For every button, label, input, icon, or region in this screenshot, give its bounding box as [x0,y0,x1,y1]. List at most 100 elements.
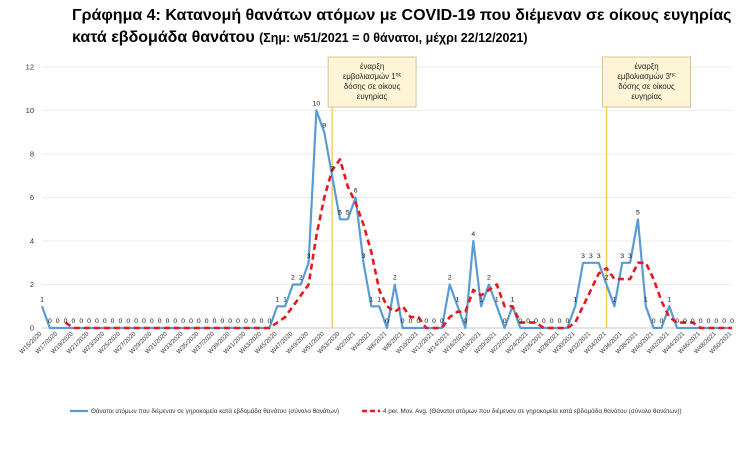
annotation-text-line: ευγηρίας [357,92,388,101]
data-label: 0 [142,318,146,325]
annotation-superscript: ης [396,72,402,78]
data-label: 2 [393,275,397,282]
y-tick-label: 10 [26,106,34,115]
data-labels: 10 0 0 0 0 0 0 0 0 0 0 0 0 0 0 0 0 0 0 0 0 0 0 0 0 0 0 0 01 12 2310975… [40,101,734,326]
data-label: 1 [644,296,648,303]
data-label: 1 [573,296,577,303]
data-label: 10 [313,101,321,108]
data-label: 1 [479,296,483,303]
data-label: 0 [691,318,695,325]
annotation-text-line: ευγηρίας [631,92,662,101]
data-label: 0 [424,318,428,325]
data-label: 2 [487,275,491,282]
data-label: 0 [409,318,413,325]
data-label: 1 [667,296,671,303]
annotation-box [327,56,417,108]
data-label: 1 [40,296,44,303]
data-label: 0 [652,318,656,325]
data-label: 0 [56,318,60,325]
data-label: 0 [189,318,193,325]
data-label: 1 [283,296,287,303]
data-label: 0 [87,318,91,325]
series-group [40,109,732,330]
data-label: 0 [730,318,734,325]
data-label: 0 [518,318,522,325]
data-label: 0 [158,318,162,325]
annotation-text-line: εμβολιασμών 3ης [617,72,676,81]
data-label: 6 [354,188,358,195]
data-label: 0 [103,318,107,325]
data-label: 0 [71,318,75,325]
y-tick-label: 12 [26,63,34,72]
data-label: 3 [581,253,585,260]
data-label: 0 [385,318,389,325]
data-label: 2 [299,275,303,282]
data-label: 0 [542,318,546,325]
data-label: 0 [111,318,115,325]
chart-title: Γράφημα 4: Κατανομή θανάτων ατόμων με CO… [72,5,732,49]
data-label: 0 [205,318,209,325]
legend-label-weekly: Θάνατοι ατόμων που διέμεναν σε γηροκομεί… [91,407,339,415]
data-label: 0 [64,318,68,325]
data-label: 0 [213,318,217,325]
data-label: 9 [322,122,326,129]
y-tick-label: 6 [30,193,34,202]
data-label: 0 [244,318,248,325]
annotation-text-line: έναρξη [360,62,384,71]
data-label: 0 [134,318,138,325]
data-label: 0 [126,318,130,325]
annotation-superscript: ης [670,72,676,78]
data-label: 3 [362,253,366,260]
data-label: 5 [338,209,342,216]
y-tick-label: 2 [30,280,34,289]
y-tick-label: 0 [30,324,34,333]
annotation-text-line: εμβολιασμών 1ης [343,72,402,81]
data-label: 1 [377,296,381,303]
data-label: 3 [589,253,593,260]
data-label: 7 [330,166,334,173]
data-label: 0 [660,318,664,325]
data-label: 0 [526,318,530,325]
data-label: 0 [119,318,123,325]
data-label: 0 [683,318,687,325]
data-label: 0 [464,318,468,325]
annotation-text-line: έναρξη [634,62,658,71]
x-axis: W15/2020W17/2020W19/2020W21/2020W23/2020… [19,327,734,355]
data-label: 0 [675,318,679,325]
data-label: 1 [511,296,515,303]
data-label: 2 [291,275,295,282]
data-label: 0 [714,318,718,325]
data-label: 0 [79,318,83,325]
data-label: 0 [48,318,52,325]
data-label: 0 [173,318,177,325]
series-line-weekly-deaths [40,109,732,330]
data-label: 2 [448,275,452,282]
data-label: 0 [401,318,405,325]
data-label: 0 [95,318,99,325]
data-label: 5 [636,209,640,216]
data-label: 0 [432,318,436,325]
data-label: 3 [628,253,632,260]
data-label: 1 [456,296,460,303]
legend-label-moving-average: 4 per. Mov. Avg. (Θάνατοι ατόμων που διέ… [383,407,682,415]
data-label: 0 [236,318,240,325]
data-label: 0 [550,318,554,325]
title-line-2: κατά εβδομάδα θανάτου (Σημ: w51/2021 = 0… [72,29,528,46]
annotation-box [602,56,691,108]
data-label: 3 [597,253,601,260]
data-label: 0 [228,318,232,325]
data-label: 0 [260,318,264,325]
title-line-2-main: κατά εβδομάδα θανάτου [72,29,255,46]
data-label: 1 [275,296,279,303]
data-label: 1 [612,296,616,303]
data-label: 3 [307,253,311,260]
data-label: 0 [534,318,538,325]
data-label: 0 [150,318,154,325]
series-line-moving-average [64,158,732,330]
data-label: 0 [699,318,703,325]
data-label: 0 [558,318,562,325]
data-label: 0 [197,318,201,325]
annotation-text-line: δόσης σε οίκους [344,82,401,91]
